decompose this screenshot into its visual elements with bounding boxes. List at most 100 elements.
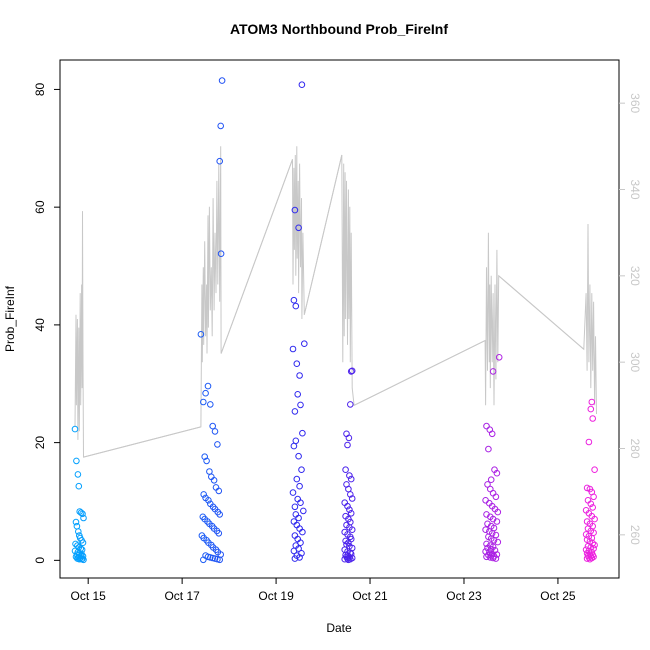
y-axis-right: 260 280 300 320 340 360 (619, 93, 642, 545)
data-point (292, 302, 300, 310)
data-point (71, 425, 79, 433)
data-point (493, 469, 501, 477)
data-point (589, 504, 597, 511)
data-point (74, 471, 82, 478)
data-point (589, 415, 597, 422)
data-point (295, 224, 302, 232)
data-point (292, 437, 300, 445)
data-point (72, 540, 79, 548)
data-point (483, 553, 490, 561)
background-line-connector (353, 340, 486, 406)
scatter-points (71, 77, 598, 564)
data-point (348, 526, 356, 534)
data-point (299, 528, 306, 536)
data-point (77, 509, 85, 517)
data-point (217, 250, 225, 257)
plot-frame (59, 59, 620, 579)
x-tick-label: Oct 23 (446, 589, 482, 603)
background-line-connector (498, 275, 585, 350)
data-point (296, 482, 303, 490)
data-point (200, 556, 207, 564)
background-line-connector (220, 159, 293, 354)
data-point (215, 530, 223, 537)
data-point (80, 514, 87, 522)
data-point (205, 497, 212, 504)
data-point (588, 398, 596, 406)
data-point (209, 422, 216, 430)
y-axis-left: 0 20 40 60 80 (33, 82, 60, 564)
data-point (347, 510, 355, 517)
x-tick-label: Oct 17 (164, 589, 200, 603)
y-axis-label: Prob_FireInf (3, 285, 17, 352)
data-point (485, 445, 492, 453)
y-tick-label: 20 (33, 436, 47, 450)
background-line-connector (303, 154, 343, 315)
x-axis: Oct 15 Oct 17 Oct 19 Oct 21 Oct 23 Oct 25 (71, 577, 576, 603)
data-point (345, 556, 352, 564)
data-point (487, 476, 495, 484)
data-point (591, 466, 598, 474)
data-point (217, 122, 224, 130)
data-point (487, 545, 495, 553)
data-point (344, 555, 351, 562)
data-point (590, 493, 597, 501)
data-point (291, 555, 299, 562)
data-point (495, 354, 503, 361)
data-point (489, 554, 497, 562)
data-point (201, 453, 208, 461)
data-point (297, 539, 304, 547)
y-tick-label: 80 (33, 82, 47, 96)
y2-tick-label: 300 (628, 352, 642, 372)
data-point (484, 481, 491, 488)
data-point (197, 331, 205, 338)
data-point (488, 430, 496, 438)
data-point (345, 539, 352, 547)
data-point (489, 368, 497, 375)
data-point (348, 495, 356, 502)
data-point (204, 382, 212, 390)
data-point (296, 554, 303, 561)
data-point (494, 508, 502, 516)
data-point (200, 398, 207, 406)
data-point (72, 518, 80, 526)
data-point (492, 493, 500, 501)
y-tick-label: 40 (33, 318, 47, 332)
data-point (75, 482, 83, 490)
data-point (218, 77, 226, 84)
data-point (346, 472, 353, 479)
data-point (482, 497, 489, 504)
chart-title: ATOM3 Northbound Prob_FireInf (230, 21, 448, 37)
data-point (207, 401, 214, 408)
data-point (347, 368, 355, 375)
y2-tick-label: 360 (628, 93, 642, 113)
data-point (200, 491, 207, 498)
data-point (214, 441, 221, 448)
data-point (587, 500, 595, 508)
data-point (290, 442, 298, 450)
data-point (583, 555, 591, 562)
data-point (300, 507, 307, 515)
data-point (290, 296, 298, 304)
data-point (297, 499, 304, 507)
y2-tick-label: 320 (628, 266, 642, 286)
data-point (295, 452, 302, 460)
data-point (483, 422, 490, 430)
data-point (493, 518, 501, 525)
data-point (75, 528, 82, 535)
data-point (203, 457, 210, 465)
data-point (487, 485, 494, 493)
data-point (206, 468, 213, 475)
background-line-series (74, 146, 597, 458)
data-point (73, 457, 80, 465)
y2-tick-label: 260 (628, 525, 642, 545)
data-point (202, 389, 209, 397)
data-point (215, 487, 223, 495)
data-point (585, 438, 593, 446)
data-point (301, 340, 308, 348)
data-point (210, 477, 218, 484)
y2-tick-label: 340 (628, 179, 642, 199)
data-point (298, 81, 306, 88)
background-line-trace (74, 146, 597, 458)
data-point (290, 547, 298, 555)
x-tick-label: Oct 21 (352, 589, 388, 603)
